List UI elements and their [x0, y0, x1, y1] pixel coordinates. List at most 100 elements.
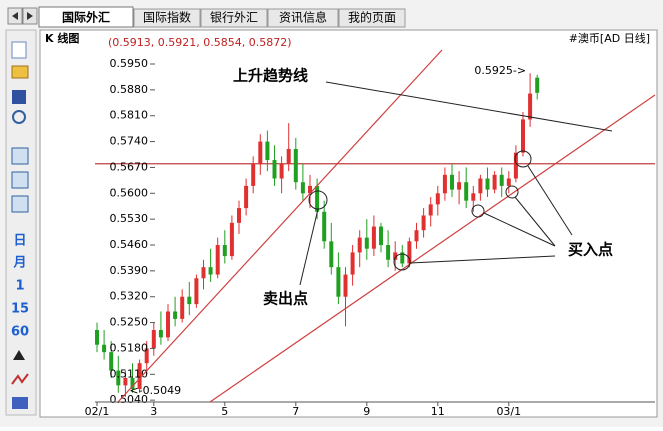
x-tick-label: 9	[363, 405, 370, 418]
annotation: 买入点	[568, 241, 613, 259]
candle-body	[357, 237, 362, 253]
tab-label[interactable]: 国际外汇	[62, 10, 110, 25]
candle-body	[457, 182, 462, 190]
candle-body	[272, 160, 277, 179]
marker-circle	[505, 185, 519, 199]
marker-circle	[393, 253, 411, 271]
period-button[interactable]: 60	[11, 325, 29, 340]
candle-body	[137, 363, 142, 390]
tab[interactable]	[338, 8, 406, 28]
candle-body	[187, 296, 192, 305]
annotations	[117, 49, 656, 403]
candle-body	[485, 178, 490, 190]
icon-search[interactable]	[12, 110, 26, 124]
icon-open[interactable]	[11, 65, 29, 79]
period-button[interactable]: 日	[13, 234, 26, 249]
x-tick-label: 03/1	[496, 405, 521, 418]
candle-body	[435, 193, 440, 205]
tab-bar: 国际外汇 国际指数 银行外汇 资讯信息 我的页面	[7, 6, 406, 28]
pointer-line	[527, 165, 573, 236]
x-tick-label: 7	[292, 405, 299, 418]
tab-label[interactable]: 银行外汇	[210, 11, 258, 25]
candle-body	[315, 185, 320, 212]
annotation: 上升趋势线	[233, 67, 308, 85]
toolbar: 日 月 1 15 60	[5, 29, 37, 416]
candle-body	[222, 245, 227, 257]
candle-body	[251, 163, 256, 186]
candle-body	[130, 377, 135, 390]
candle-body	[450, 174, 454, 190]
y-tick-label: 0.5180	[110, 341, 149, 354]
candle-body	[265, 141, 270, 161]
candle-body	[279, 163, 284, 179]
plot: 0.5950 0.5880 0.5810 0.5740 0.5670 0.5600 0.55…	[85, 57, 655, 418]
icon-layout[interactable]	[11, 171, 29, 189]
icon-save[interactable]	[12, 90, 26, 104]
period-button[interactable]: 15	[11, 302, 29, 317]
chart-title: K 线图	[45, 31, 79, 45]
marker-circle	[514, 150, 532, 168]
candle-body	[258, 141, 263, 164]
icon-new[interactable]	[11, 41, 27, 59]
candle-body	[513, 152, 518, 179]
period-button[interactable]: 1	[15, 279, 24, 294]
ohlc-readout: (0.5913, 0.5921, 0.5854, 0.5872)	[108, 36, 292, 49]
candle-body	[173, 311, 178, 319]
y-tick-label: 0.5670	[110, 160, 149, 173]
candle-body	[244, 185, 249, 209]
candle-body	[116, 370, 121, 386]
candle-body	[123, 377, 128, 386]
pointer-line	[514, 196, 556, 247]
candle-body	[158, 329, 163, 338]
tab-label[interactable]: 我的页面	[348, 10, 396, 25]
candle-body	[308, 185, 312, 194]
candle-body	[180, 296, 185, 319]
candle-body	[535, 77, 540, 93]
candle-body	[379, 226, 383, 246]
icon-tool[interactable]	[12, 397, 28, 409]
candle-body	[528, 93, 533, 120]
candle-body	[393, 252, 398, 260]
y-tick-label: 0.5740	[110, 135, 149, 148]
icon-layout[interactable]	[11, 195, 29, 213]
pointer-line	[409, 255, 556, 264]
icon-layout[interactable]	[11, 147, 29, 165]
arrows	[12, 12, 33, 20]
icon-tool[interactable]	[11, 373, 29, 385]
x-tick-label: 11	[431, 405, 445, 418]
period-button[interactable]: 月	[12, 256, 26, 271]
y-tick-label: 0.5320	[110, 290, 149, 303]
candle-body	[194, 278, 199, 305]
candle-body	[102, 344, 107, 353]
candle-body	[499, 174, 504, 186]
candle-body	[343, 274, 348, 297]
candle-body	[95, 329, 99, 345]
y-tick-label: 0.5880	[110, 83, 149, 96]
candle-body	[215, 245, 220, 275]
tab-label[interactable]: 国际指数	[143, 10, 191, 25]
chart-panel	[39, 29, 658, 418]
candle-body	[229, 222, 234, 257]
y-tick-label: 0.5950	[110, 57, 149, 70]
y-tick-label: 0.5040	[110, 393, 149, 406]
candle-body	[478, 178, 483, 194]
tab-label[interactable]: 资讯信息	[279, 10, 327, 25]
tab[interactable]	[38, 6, 134, 28]
y-tick-label: 0.5390	[110, 264, 149, 277]
pointer-line	[299, 208, 319, 286]
candle-body	[471, 193, 476, 201]
x-tick-label: 02/1	[85, 405, 110, 418]
tab[interactable]	[133, 8, 201, 28]
x-tick-label: 3	[150, 405, 157, 418]
min-label: <-0.5049	[129, 384, 181, 397]
candle-body	[237, 208, 241, 223]
candle-body	[400, 252, 405, 264]
candle-body	[293, 148, 298, 183]
tab[interactable]	[267, 8, 339, 28]
candle-body	[364, 237, 369, 249]
y-tick-label: 0.5530	[110, 212, 149, 225]
icon-tool[interactable]	[13, 350, 25, 360]
tab[interactable]	[200, 8, 268, 28]
candle-body	[506, 178, 511, 186]
candle-body	[442, 174, 447, 194]
